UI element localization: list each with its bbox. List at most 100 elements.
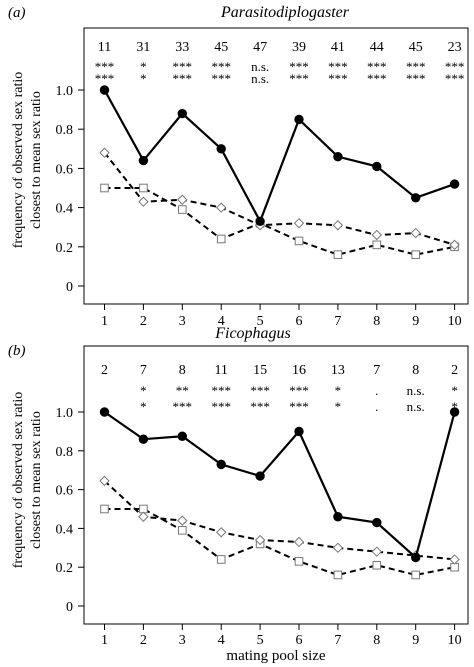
data-point-open-diamond [293, 536, 305, 548]
sample-size-label: 23 [448, 40, 462, 55]
x-tick-label: 6 [296, 314, 303, 329]
significance-label: *** [250, 399, 270, 414]
x-tick-label: 9 [412, 633, 419, 648]
significance-label: *** [211, 71, 231, 86]
data-point-open-diamond [371, 546, 383, 557]
data-point-open-diamond [449, 554, 460, 565]
sample-size-label: 16 [292, 363, 306, 378]
data-point-open-diamond [332, 542, 344, 554]
data-point-open-diamond [99, 475, 110, 487]
sample-size-label: 13 [331, 363, 345, 378]
sample-size-label: 2 [451, 363, 458, 378]
x-tick-label: 4 [218, 633, 225, 648]
data-point-open-diamond [254, 534, 266, 546]
y-tick-label: 1.0 [56, 84, 74, 99]
plot-frame [83, 345, 469, 625]
y-tick-label: 0 [66, 600, 73, 615]
data-point-open-square [178, 526, 187, 535]
series-line-open-square [104, 187, 455, 256]
data-point-filled-circle [138, 434, 149, 444]
significance-label: * [451, 399, 458, 414]
sample-size-label: 45 [214, 40, 228, 55]
x-tick-label: 10 [448, 314, 462, 329]
x-tick-label: 3 [179, 314, 186, 329]
significance-label: *** [289, 71, 309, 86]
data-point-open-square [333, 570, 343, 580]
data-point-open-square [100, 504, 109, 514]
data-point-open-square [178, 205, 187, 214]
panel-label: (b) [8, 343, 26, 359]
significance-label: * [335, 399, 342, 414]
data-point-open-diamond [293, 218, 305, 229]
x-tick-label: 9 [412, 314, 419, 329]
significance-label: *** [211, 383, 231, 398]
significance-label: . [375, 399, 378, 414]
significance-label: * [140, 59, 147, 74]
x-tick-label: 5 [257, 633, 264, 648]
x-tick-label: 1 [101, 633, 108, 648]
chart-title: Ficophagus [214, 325, 291, 342]
data-point-open-square [100, 183, 109, 193]
sample-size-label: 45 [409, 40, 423, 55]
significance-label: *** [289, 399, 309, 414]
data-point-open-square [294, 557, 304, 566]
data-point-open-diamond [177, 515, 188, 526]
x-tick-label: 10 [448, 633, 462, 648]
y-axis-label-line2: closest to mean sex ratio [29, 411, 44, 549]
data-point-open-square [411, 570, 420, 580]
data-point-filled-circle [333, 151, 343, 162]
significance-label: *** [328, 59, 348, 74]
data-point-open-diamond [215, 202, 227, 213]
significance-label: *** [250, 383, 270, 398]
series-line-open-diamond [103, 152, 455, 246]
x-tick-label: 7 [334, 314, 341, 329]
significance-label: n.s. [251, 59, 269, 74]
significance-label: *** [445, 71, 465, 86]
significance-label: *** [173, 59, 193, 74]
data-point-open-square [216, 555, 226, 564]
sample-size-label: 44 [370, 40, 384, 55]
data-point-filled-circle [138, 155, 149, 166]
data-point-open-square [333, 250, 343, 259]
significance-label: * [140, 383, 147, 398]
series-line-filled-circle [103, 411, 456, 560]
series-line-filled-circle [103, 89, 455, 224]
data-point-filled-circle [449, 407, 460, 417]
data-point-open-diamond [138, 196, 149, 207]
significance-label: n.s. [407, 399, 425, 414]
data-point-open-diamond [410, 227, 421, 239]
significance-label: ** [176, 383, 189, 398]
sample-size-label: 7 [140, 363, 147, 378]
data-point-open-diamond [215, 527, 227, 538]
y-tick-label: 0.6 [56, 484, 74, 499]
sample-size-label: 8 [179, 363, 186, 378]
data-point-filled-circle [255, 216, 265, 227]
x-axis-label: mating pool size [226, 648, 325, 664]
data-point-open-diamond [449, 239, 460, 251]
x-tick-label: 8 [373, 314, 380, 329]
sample-size-label: 2 [101, 363, 108, 378]
data-point-open-diamond [177, 194, 188, 205]
y-axis-label-line1: frequency of observed sex ratio [11, 72, 26, 248]
x-tick-label: 1 [101, 314, 108, 329]
x-tick-label: 6 [296, 633, 303, 648]
data-point-open-diamond [371, 229, 383, 241]
y-tick-label: 0.4 [56, 202, 74, 217]
series-line-open-diamond [103, 480, 455, 561]
significance-label: n.s. [407, 383, 425, 398]
significance-label: *** [95, 59, 115, 74]
significance-label: *** [367, 59, 387, 74]
data-point-open-square [294, 236, 304, 246]
significance-label: *** [406, 59, 426, 74]
plot-frame [83, 27, 469, 305]
y-tick-label: 0.2 [56, 241, 74, 256]
y-tick-label: 0.8 [56, 445, 74, 460]
y-tick-label: 0.6 [56, 162, 74, 177]
significance-label: * [140, 399, 147, 414]
data-point-filled-circle [255, 471, 265, 481]
x-tick-label: 5 [257, 314, 264, 329]
data-point-filled-circle [99, 85, 110, 95]
data-point-filled-circle [216, 459, 226, 470]
data-point-filled-circle [372, 517, 382, 528]
